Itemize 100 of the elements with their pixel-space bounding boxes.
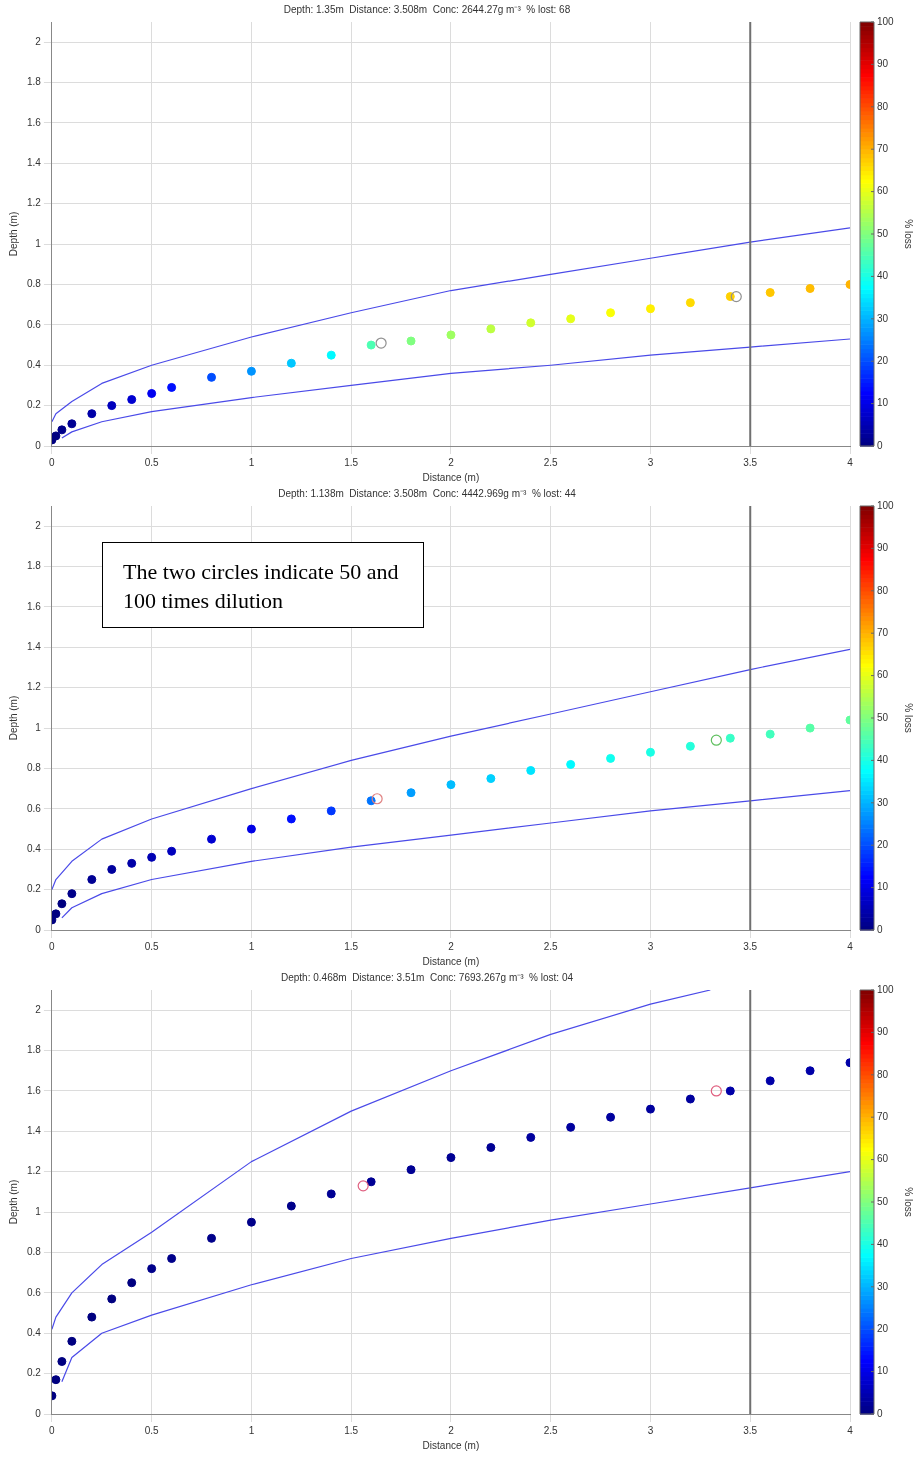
point [526, 766, 536, 775]
color-bar-label: 0 [877, 1407, 883, 1419]
y-axis-title: Depth (m) [7, 211, 19, 257]
color-bar-label: 90 [877, 542, 889, 554]
point [107, 864, 117, 874]
color-bar-label: 90 [877, 58, 889, 70]
y-tick-label: 0.6 [27, 1286, 42, 1298]
y-tick-label: 1.2 [27, 681, 42, 693]
color-bar-label: 20 [877, 838, 889, 850]
point [406, 1165, 416, 1175]
x-tick-label: 1 [248, 940, 255, 952]
point [486, 774, 496, 784]
y-tick-label: 0.6 [27, 318, 42, 330]
x-axis-title: Distance (m) [422, 955, 480, 967]
point [446, 330, 456, 340]
point [446, 1153, 456, 1163]
y-tick-label: 1.8 [27, 76, 42, 88]
point [645, 747, 655, 757]
color-bar-label: 10 [877, 397, 889, 409]
point [57, 425, 67, 435]
y-tick-label: 1.6 [27, 1084, 42, 1096]
chart-title: Depth: 1.138m Distance: 3.508m Conc: 4442.969g m⁻³ % lost: 44 [278, 487, 577, 499]
point [246, 824, 256, 834]
point [725, 733, 735, 743]
y-tick-label: 0.2 [27, 883, 42, 895]
point [765, 288, 775, 298]
color-bar-label: 60 [877, 1153, 889, 1165]
y-tick-label: 1 [35, 237, 42, 249]
point [606, 308, 616, 318]
point [286, 358, 296, 368]
point [87, 1312, 97, 1322]
color-bar-label: 10 [877, 881, 889, 893]
point [57, 899, 67, 909]
color-bar-label: 0 [877, 923, 883, 935]
color-bar-label: 100 [877, 15, 895, 27]
point [167, 1254, 177, 1264]
point [51, 1375, 61, 1385]
point [645, 304, 655, 314]
point [685, 298, 695, 308]
y-tick-label: 0.8 [27, 278, 42, 290]
point [167, 382, 177, 392]
y-tick-label: 0.2 [27, 1367, 42, 1379]
point [147, 1264, 157, 1274]
color-bar-title: % loss [903, 703, 915, 733]
color-bar-label: 0 [877, 439, 883, 451]
color-bar-title: % loss [903, 1187, 915, 1217]
point [805, 284, 815, 294]
y-tick-label: 1.8 [27, 1044, 42, 1056]
point [167, 846, 177, 856]
x-tick-label: 3 [647, 1424, 654, 1436]
y-tick-label: 2 [35, 35, 42, 47]
point [207, 834, 217, 844]
color-bar-label: 80 [877, 584, 889, 596]
color-bar-label: 30 [877, 796, 889, 808]
color-bar-label: 20 [877, 1322, 889, 1334]
x-tick-label: 1.5 [344, 940, 359, 952]
x-tick-label: 3.5 [743, 456, 758, 468]
x-tick-label: 4 [847, 456, 854, 468]
point [326, 1189, 336, 1199]
point [366, 1177, 376, 1187]
color-bar-label: 90 [877, 1026, 889, 1038]
y-tick-label: 1.2 [27, 1165, 42, 1177]
point [326, 350, 336, 360]
point [87, 875, 97, 885]
y-tick-label: 0 [35, 439, 42, 451]
x-tick-label: 0 [49, 1424, 56, 1436]
color-bar-label: 80 [877, 100, 889, 112]
x-tick-label: 0 [49, 940, 56, 952]
point [406, 336, 416, 346]
point [765, 1076, 775, 1086]
point [366, 340, 376, 350]
y-tick-label: 0 [35, 1407, 42, 1419]
y-tick-label: 0.8 [27, 762, 42, 774]
x-axis-title: Distance (m) [422, 1439, 480, 1451]
x-tick-label: 1 [248, 456, 255, 468]
point [51, 431, 61, 441]
y-tick-label: 0.8 [27, 1246, 42, 1258]
y-tick-label: 2 [35, 519, 42, 531]
x-tick-label: 1 [248, 1424, 255, 1436]
point [566, 314, 576, 324]
color-bar-label: 10 [877, 1365, 889, 1377]
color-bar-label: 60 [877, 669, 889, 681]
point [147, 389, 157, 399]
y-tick-label: 1 [35, 1205, 42, 1217]
color-bar-label: 100 [877, 499, 895, 511]
point [67, 1336, 77, 1346]
y-tick-label: 0.6 [27, 802, 42, 814]
chart-title: Depth: 1.35m Distance: 3.508m Conc: 2644.27g m⁻³ % lost: 68 [283, 3, 571, 15]
point [606, 1112, 616, 1122]
x-tick-label: 2.5 [543, 456, 559, 468]
y-axis-title: Depth (m) [7, 695, 19, 741]
point [730, 290, 742, 303]
point [87, 409, 97, 419]
point [526, 318, 536, 328]
point [207, 1233, 217, 1243]
x-tick-label: 2 [448, 456, 455, 468]
x-tick-label: 2 [448, 940, 455, 952]
point [765, 729, 775, 739]
y-tick-label: 1.6 [27, 600, 42, 612]
point [107, 401, 117, 411]
